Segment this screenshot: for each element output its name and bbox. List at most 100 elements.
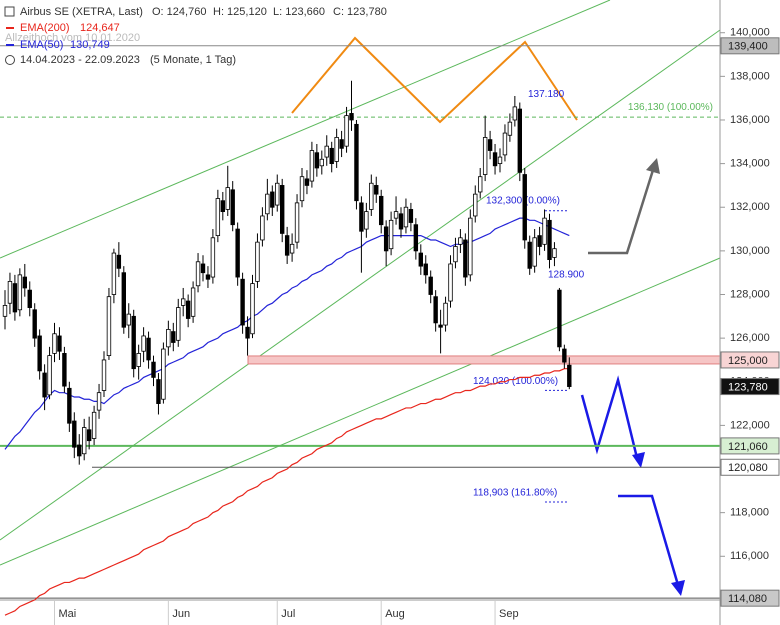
fib-label: 118,903 (161.80%): [473, 488, 557, 499]
candle-body: [210, 237, 216, 278]
candle-body: [507, 121, 513, 136]
candle-body: [383, 226, 389, 252]
y-tick-label: 126,000: [730, 332, 770, 344]
candle-body: [482, 137, 488, 175]
price-box: [720, 351, 780, 369]
y-tick-label: 132,000: [730, 201, 770, 213]
candle-body: [126, 313, 131, 326]
y-tick-label: 116,000: [730, 550, 769, 562]
candle-body: [255, 241, 260, 282]
candle-body: [195, 261, 201, 287]
candle-body: [334, 137, 339, 162]
candle-body: [141, 335, 146, 352]
candle-body: [230, 189, 235, 226]
price-box-label: 139,400: [728, 41, 768, 53]
candle-body: [116, 254, 122, 269]
candle-body: [279, 185, 285, 234]
candle-body: [408, 209, 414, 223]
candle-body: [82, 427, 87, 455]
candle-body: [314, 152, 320, 169]
period: (5 Monate, 1 Tag): [150, 54, 236, 66]
x-tick-label: Aug: [385, 608, 405, 620]
candle-body: [562, 348, 567, 363]
icon: [4, 6, 15, 17]
price-box-label: 123,780: [728, 381, 768, 393]
candle-body: [567, 364, 572, 387]
candle-body: [294, 202, 300, 243]
candle-body: [7, 281, 13, 304]
legend-value: 124,647: [80, 22, 120, 34]
candle-body: [176, 307, 181, 341]
y-tick-label: 122,000: [730, 419, 770, 431]
candle-body: [96, 392, 102, 411]
candle-body: [284, 235, 290, 256]
candle-body: [151, 361, 156, 378]
candle-body: [552, 248, 557, 258]
candle-body: [512, 106, 518, 121]
candle-body: [111, 252, 117, 295]
legend-label: EMA(50): [20, 39, 63, 51]
gray-arrow: [588, 169, 655, 255]
price-box: [720, 458, 780, 476]
header-open: O: 124,760: [152, 6, 206, 18]
trend-lines: [0, 0, 721, 599]
candle-body: [428, 276, 433, 295]
x-tick-label: Jul: [281, 608, 295, 620]
price-box: [720, 378, 780, 396]
candle-body: [146, 337, 151, 361]
price-box: [720, 437, 780, 455]
candle-body: [27, 289, 32, 308]
candle-body: [91, 411, 97, 439]
candle-body: [215, 198, 221, 237]
ema-line: [4, 368, 570, 616]
candle-body: [448, 263, 453, 302]
candle-body: [171, 331, 176, 343]
m-pattern: [291, 36, 578, 124]
candle-body: [156, 379, 161, 404]
y-tick-label: 140,000: [730, 27, 770, 39]
candle-body: [166, 329, 171, 348]
blue-arrow: [580, 375, 639, 459]
candle-body: [72, 420, 77, 448]
candle-body: [438, 324, 443, 328]
candle-body: [185, 300, 191, 319]
blue-arrowhead: [671, 580, 685, 596]
blue-arrow: [618, 494, 680, 586]
y-tick-label: 134,000: [730, 158, 770, 170]
candle-body: [270, 191, 275, 208]
y-tick-label: 130,000: [730, 245, 770, 257]
candle-body: [393, 211, 399, 219]
candle-body: [275, 182, 280, 206]
candle-body: [2, 305, 8, 317]
legend-label: EMA(200): [20, 22, 70, 34]
candle-body: [537, 235, 542, 247]
candle-body: [443, 302, 448, 326]
header-close: C: 123,780: [333, 6, 387, 18]
candle-body: [77, 444, 82, 457]
candle-body: [463, 239, 468, 278]
candle-body: [52, 333, 57, 354]
candle-body: [349, 113, 354, 121]
header-high: H: 125,120: [213, 6, 267, 18]
candle-body: [398, 213, 404, 230]
candle-body: [527, 241, 532, 269]
gray-arrowhead: [646, 158, 660, 174]
candle-body: [265, 193, 270, 215]
candle-body: [12, 283, 18, 313]
legend-value: 130,749: [70, 39, 110, 51]
candle-body: [522, 174, 527, 241]
candle-body: [250, 283, 255, 335]
header-title: Airbus SE (XETRA, Last): [20, 6, 143, 18]
header-low: L: 123,660: [273, 6, 325, 18]
candle-body: [42, 372, 47, 398]
candle-body: [557, 289, 562, 348]
candle-body: [329, 147, 334, 165]
candle-body: [289, 243, 295, 254]
candle-body: [17, 274, 23, 311]
candle-body: [388, 219, 394, 250]
candle-body: [32, 309, 37, 339]
price-box-label: 120,080: [728, 462, 768, 474]
ath-note: Allzeithoch vom 10.01.2020: [5, 32, 140, 44]
clock-icon: [5, 55, 15, 65]
